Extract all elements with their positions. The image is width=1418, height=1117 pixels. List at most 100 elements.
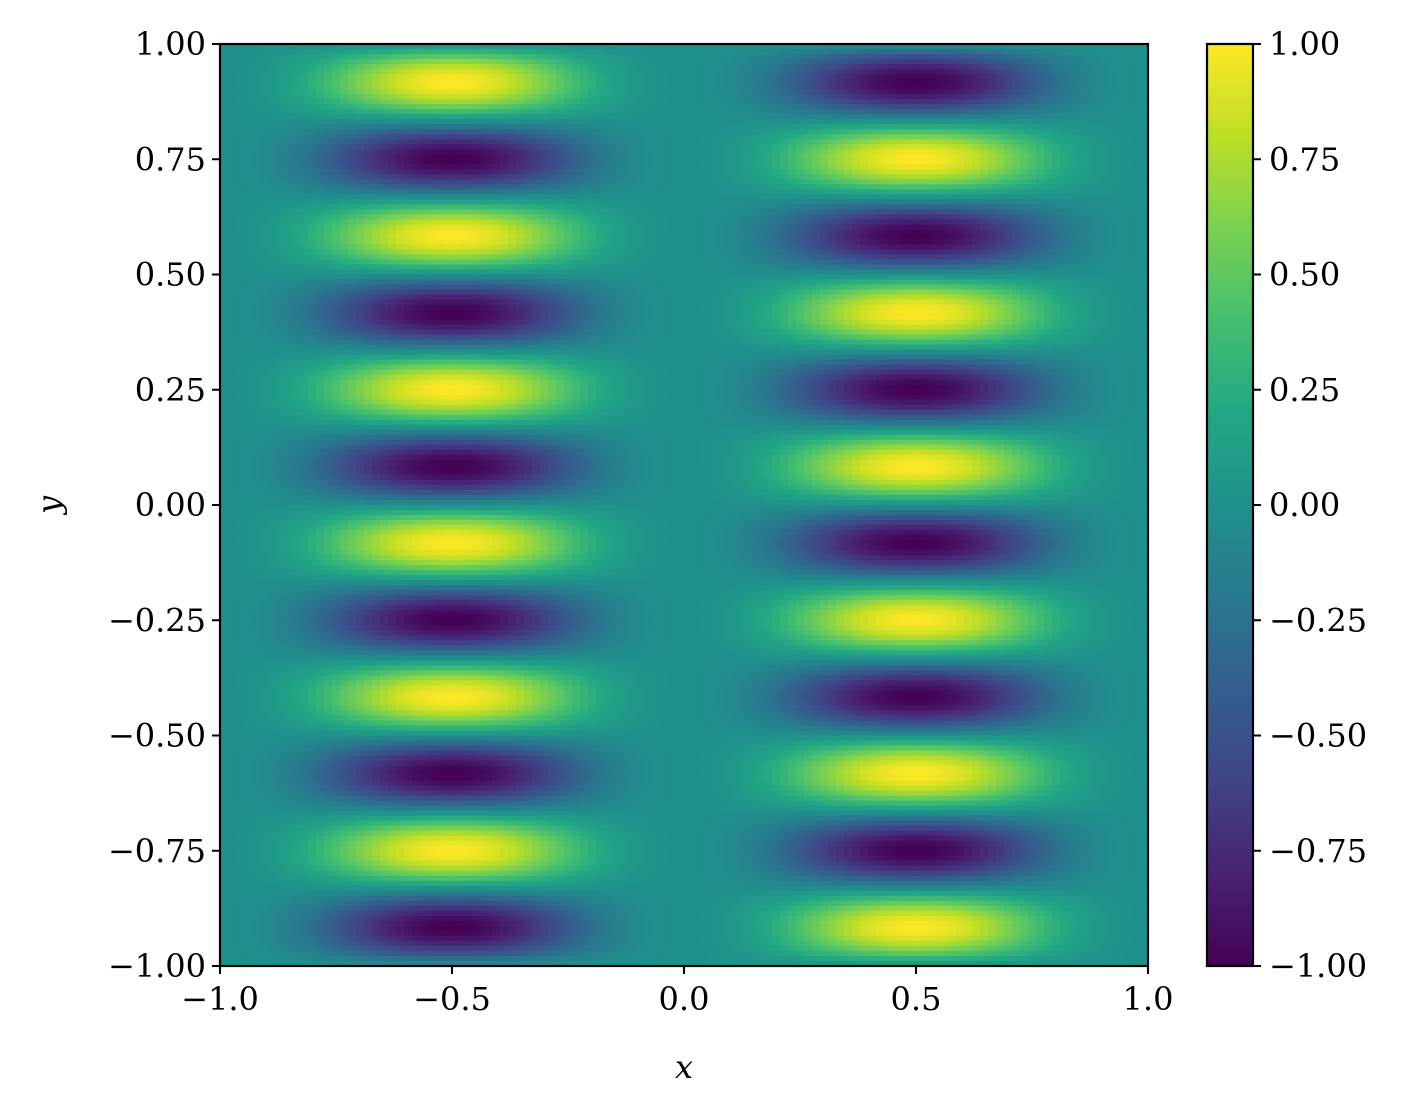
heatmap-cell: [564, 49, 573, 55]
heatmap-cell: [508, 54, 517, 60]
heatmap-cell: [564, 114, 573, 120]
heatmap-cell: [276, 224, 285, 230]
heatmap-cell: [476, 59, 485, 65]
heatmap-cell: [652, 229, 661, 235]
heatmap-cell: [324, 89, 333, 95]
heatmap-cell: [652, 149, 661, 155]
heatmap-cell: [452, 94, 461, 100]
heatmap-cell: [324, 169, 333, 175]
heatmap-cell: [316, 174, 325, 180]
heatmap-cell: [964, 239, 973, 245]
heatmap-cell: [452, 59, 461, 65]
heatmap-cell: [916, 199, 925, 205]
heatmap-cell: [828, 204, 837, 210]
heatmap-cell: [1108, 249, 1117, 255]
heatmap-cell: [860, 94, 869, 100]
heatmap-cell: [508, 134, 517, 140]
heatmap-cell: [740, 89, 749, 95]
heatmap-cell: [1036, 79, 1045, 85]
heatmap-cell: [596, 199, 605, 205]
heatmap-cell: [380, 179, 389, 185]
heatmap-cell: [1044, 119, 1053, 125]
heatmap-cell: [516, 54, 525, 60]
heatmap-cell: [404, 109, 413, 115]
heatmap-cell: [628, 179, 637, 185]
heatmap-cell: [940, 69, 949, 75]
heatmap-cell: [276, 254, 285, 260]
heatmap-cell: [612, 139, 621, 145]
heatmap-cell: [756, 144, 765, 150]
heatmap-cell: [652, 174, 661, 180]
heatmap-cell: [1060, 229, 1069, 235]
heatmap-cell: [420, 179, 429, 185]
heatmap-cell: [708, 54, 717, 60]
heatmap-cell: [284, 174, 293, 180]
heatmap-cell: [636, 134, 645, 140]
heatmap-cell: [1084, 224, 1093, 230]
heatmap-cell: [524, 134, 533, 140]
heatmap-cell: [348, 64, 357, 70]
heatmap-cell: [612, 199, 621, 205]
heatmap-cell: [492, 139, 501, 145]
heatmap-cell: [412, 94, 421, 100]
heatmap-cell: [724, 119, 733, 125]
heatmap-cell: [236, 144, 245, 150]
heatmap-cell: [300, 129, 309, 135]
heatmap-cell: [660, 159, 669, 165]
heatmap-cell: [340, 149, 349, 155]
heatmap-cell: [660, 224, 669, 230]
heatmap-cell: [660, 229, 669, 235]
heatmap-cell: [668, 79, 677, 85]
heatmap-cell: [580, 159, 589, 165]
heatmap-cell: [644, 144, 653, 150]
heatmap-cell: [732, 59, 741, 65]
heatmap-cell: [340, 244, 349, 250]
heatmap-cell: [964, 89, 973, 95]
heatmap-cell: [236, 124, 245, 130]
heatmap-cell: [236, 149, 245, 155]
heatmap-cell: [476, 214, 485, 220]
heatmap-cell: [756, 159, 765, 165]
heatmap-cell: [356, 139, 365, 145]
heatmap-cell: [956, 169, 965, 175]
heatmap-cell: [924, 79, 933, 85]
heatmap-cell: [220, 239, 229, 245]
heatmap-cell: [908, 64, 917, 70]
heatmap-cell: [820, 164, 829, 170]
heatmap-cell: [604, 169, 613, 175]
heatmap-cell: [492, 94, 501, 100]
heatmap-cell: [492, 184, 501, 190]
heatmap-cell: [804, 249, 813, 255]
heatmap-cell: [252, 214, 261, 220]
heatmap-cell: [1084, 49, 1093, 55]
heatmap-cell: [1108, 139, 1117, 145]
heatmap-cell: [372, 89, 381, 95]
heatmap-cell: [436, 104, 445, 110]
heatmap-cell: [252, 244, 261, 250]
heatmap-cell: [420, 59, 429, 65]
heatmap-cell: [836, 249, 845, 255]
heatmap-cell: [988, 129, 997, 135]
heatmap-cell: [388, 169, 397, 175]
heatmap-cell: [660, 54, 669, 60]
heatmap-cell: [700, 109, 709, 115]
heatmap-cell: [588, 199, 597, 205]
heatmap-cell: [292, 69, 301, 75]
heatmap-cell: [228, 139, 237, 145]
heatmap-cell: [444, 74, 453, 80]
heatmap-cell: [876, 149, 885, 155]
heatmap-cell: [892, 149, 901, 155]
heatmap-cell: [812, 124, 821, 130]
heatmap-cell: [692, 114, 701, 120]
heatmap-cell: [324, 64, 333, 70]
heatmap-cell: [876, 179, 885, 185]
heatmap-cell: [1116, 179, 1125, 185]
heatmap-cell: [1084, 174, 1093, 180]
heatmap-cell: [900, 149, 909, 155]
heatmap-cell: [372, 134, 381, 140]
heatmap-cell: [820, 89, 829, 95]
heatmap-cell: [1004, 49, 1013, 55]
heatmap-cell: [484, 244, 493, 250]
heatmap-cell: [652, 69, 661, 75]
heatmap-cell: [236, 219, 245, 225]
